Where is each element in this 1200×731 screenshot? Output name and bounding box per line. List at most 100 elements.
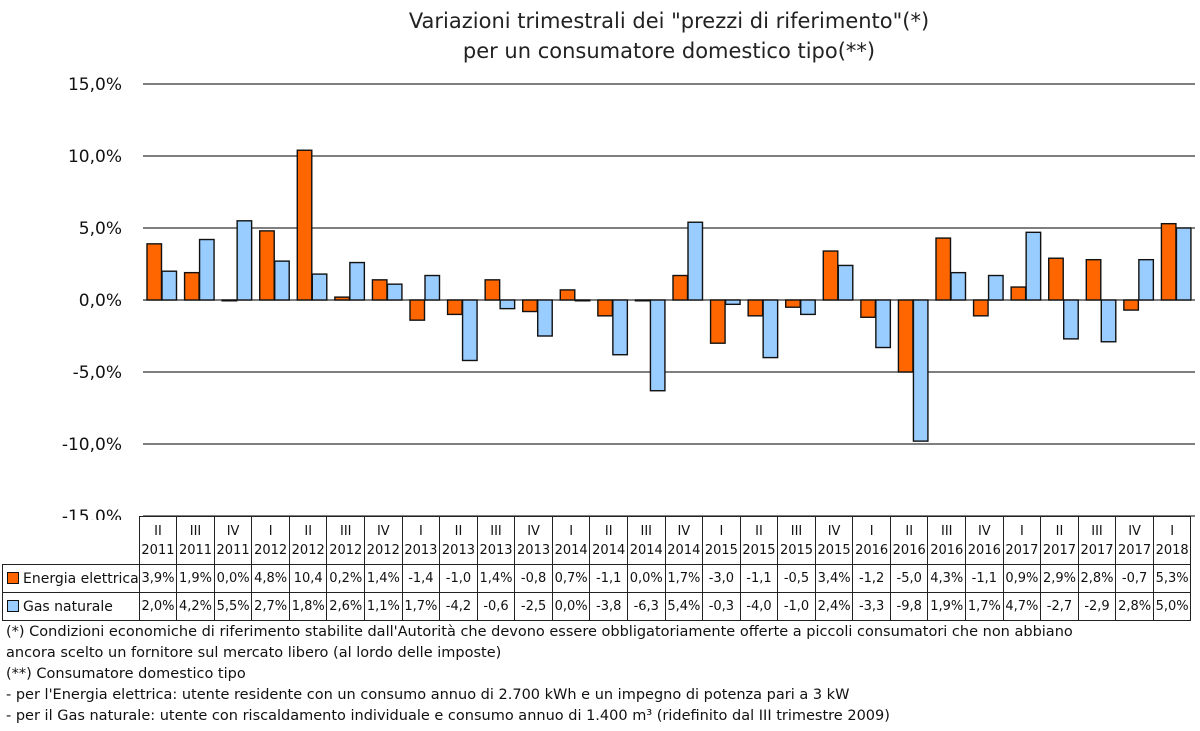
bar-gas: [1063, 299, 1079, 340]
category-quarter: II: [1055, 523, 1064, 539]
data-label: 0,0%: [213, 564, 253, 593]
category-header: I 2017: [1002, 516, 1042, 565]
bar-gas: [950, 271, 967, 301]
data-label: -3,8: [589, 592, 628, 621]
category-quarter: III: [490, 523, 502, 539]
category-quarter: III: [1091, 523, 1103, 539]
data-label: 2,8%: [1115, 592, 1154, 621]
data-label: 5,4%: [664, 592, 704, 621]
category-quarter: II: [154, 523, 162, 539]
category-quarter: II: [755, 523, 763, 539]
category-header: IV 2011: [213, 516, 253, 565]
category-header: IV 2013: [514, 516, 553, 565]
category-year: 2011: [141, 542, 175, 558]
data-label: 5,0%: [1152, 592, 1192, 621]
bar-gas: [762, 299, 779, 359]
bar-energia: [860, 299, 877, 318]
category-quarter: III: [340, 523, 352, 539]
bar-gas: [875, 299, 892, 349]
data-label: 0,0%: [626, 564, 666, 593]
category-quarter: IV: [226, 523, 240, 539]
category-quarter: II: [905, 523, 914, 539]
category-year: 2012: [254, 542, 288, 558]
chart-subtitle: per un consumatore domestico tipo(**): [462, 39, 876, 63]
category-year: 2015: [779, 542, 814, 558]
bar-gas: [1175, 227, 1192, 301]
category-header: IV 2017: [1115, 516, 1154, 565]
bar-gas: [574, 299, 591, 302]
category-year: 2015: [742, 542, 776, 558]
category-header: I 2012: [251, 516, 290, 565]
category-quarter: III: [790, 523, 803, 539]
category-year: 2014: [592, 542, 626, 558]
category-quarter: I: [1170, 523, 1175, 539]
bar-energia: [1085, 258, 1102, 301]
bar-gas: [198, 238, 215, 301]
bar-gas: [800, 299, 816, 316]
data-label: 3,4%: [814, 564, 854, 593]
table-corner: [2, 516, 140, 565]
data-label: 1,8%: [288, 592, 328, 621]
bar-gas: [424, 274, 441, 301]
category-header: III 2017: [1077, 516, 1117, 565]
data-label: 2,6%: [326, 592, 366, 621]
data-label: 0,9%: [1002, 564, 1042, 593]
category-header: II 2017: [1040, 516, 1079, 565]
category-year: 2012: [366, 542, 400, 558]
category-year: 2016: [930, 542, 964, 558]
data-label: -3,0: [702, 564, 741, 593]
category-header: III 2014: [626, 516, 666, 565]
bar-energia: [634, 299, 651, 302]
category-year: 2013: [404, 542, 438, 558]
bar-gas: [1138, 258, 1155, 301]
bar-gas: [687, 221, 704, 301]
category-quarter: IV: [827, 523, 841, 539]
data-label: 1,1%: [364, 592, 403, 621]
category-year: 2011: [178, 542, 213, 558]
category-header: I 2015: [702, 516, 741, 565]
y-tick-label: 5,0%: [79, 219, 122, 239]
bar-gas: [349, 261, 366, 301]
data-label: -6,3: [626, 592, 666, 621]
category-year: 2014: [667, 542, 701, 558]
data-label: -5,0: [889, 564, 929, 593]
bar-chart: 15,0%10,0%5,0%0,0%-5,0%-10,0%-15,0%: [62, 75, 1195, 520]
data-label: 2,9%: [1040, 564, 1079, 593]
data-label: -0,7: [1115, 564, 1154, 593]
bar-gas: [1100, 299, 1117, 343]
bar-energia: [1048, 257, 1064, 301]
data-label: 1,7%: [965, 592, 1004, 621]
bar-energia: [146, 243, 163, 301]
category-header: IV 2012: [364, 516, 403, 565]
bar-energia: [409, 299, 426, 321]
category-header: III 2015: [777, 516, 816, 565]
data-label: -0,8: [514, 564, 553, 593]
data-label: 2,8%: [1077, 564, 1117, 593]
bar-gas: [274, 260, 290, 301]
bar-gas: [161, 270, 178, 301]
category-year: 2012: [291, 542, 325, 558]
data-label: -1,2: [852, 564, 891, 593]
data-label: 4,7%: [1002, 592, 1042, 621]
data-label: 10,4: [288, 564, 328, 593]
category-year: 2017: [1080, 542, 1114, 558]
category-header: III 2011: [176, 516, 215, 565]
category-year: 2015: [817, 542, 851, 558]
category-header: II 2011: [138, 516, 178, 565]
data-label: -4,2: [439, 592, 478, 621]
data-label: 2,4%: [814, 592, 854, 621]
category-quarter: III: [941, 523, 953, 539]
category-year: 2014: [629, 542, 663, 558]
category-header: I 2018: [1152, 516, 1192, 565]
data-label: 1,7%: [401, 592, 441, 621]
data-label: 3,9%: [138, 564, 178, 593]
bar-energia: [446, 299, 463, 316]
y-tick-label: 10,0%: [68, 147, 122, 167]
data-label: -0,3: [702, 592, 741, 621]
category-quarter: II: [454, 523, 463, 539]
y-tick-label: 0,0%: [79, 291, 122, 311]
category-year: 2016: [855, 542, 889, 558]
bar-gas: [386, 283, 403, 301]
bar-energia: [296, 149, 313, 301]
y-tick-label: 15,0%: [68, 75, 122, 95]
